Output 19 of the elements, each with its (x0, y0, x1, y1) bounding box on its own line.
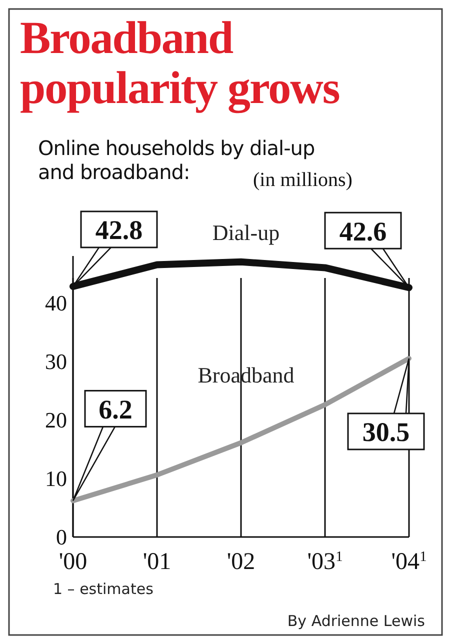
x-tick-label: '03$^{1}$ (307, 549, 343, 575)
text: By Adrienne Lewis (287, 612, 426, 630)
text: 1 – estimates (53, 580, 154, 598)
chart-title: Broadband popularity grows (20, 12, 340, 114)
x-tick-label: '04$^{1}$ (391, 549, 427, 575)
data-label: 30.5 (362, 417, 410, 448)
data-label: 6.2 (98, 394, 132, 424)
y-tick-label: 0 (56, 524, 67, 550)
legend-label: Dial-up (212, 220, 280, 245)
y-tick-label: 40 (45, 290, 67, 316)
y-tick-label: 20 (45, 408, 67, 433)
y-axis-title: (in millions) (253, 169, 352, 191)
y-tick-label: 30 (45, 349, 67, 374)
data-label: 42.6 (339, 216, 387, 246)
x-tick-label: '02 (226, 549, 256, 575)
x-tick-label: '01 (142, 549, 172, 575)
data-label: 42.8 (95, 215, 143, 246)
y-tick-label: 10 (45, 466, 67, 492)
x-tick-label: '00 (58, 549, 88, 575)
